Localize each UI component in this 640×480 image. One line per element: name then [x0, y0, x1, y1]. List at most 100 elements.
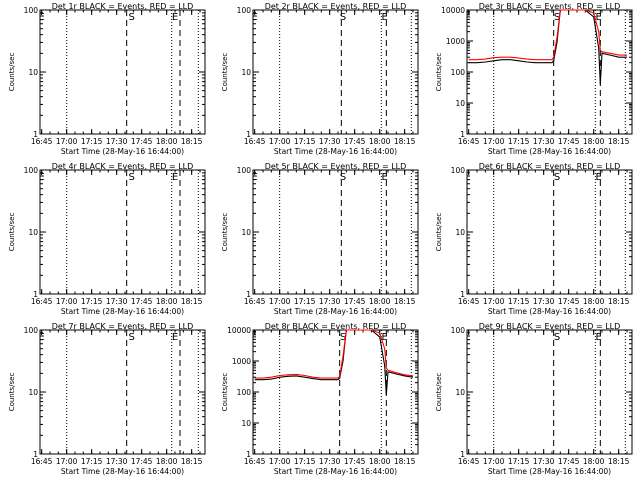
plot-frame	[466, 9, 633, 135]
marker-e: E	[172, 172, 178, 183]
x-tick-label: 17:15	[508, 137, 530, 146]
series-events	[468, 9, 627, 85]
y-tick-label: 1	[460, 290, 465, 299]
x-tick-label: 18:00	[156, 457, 178, 466]
y-tick-label: 10000	[441, 6, 465, 15]
x-tick-label: 18:15	[608, 137, 630, 146]
y-tick-label: 100	[237, 6, 252, 15]
y-tick-label: 100	[237, 166, 252, 175]
x-tick-label: 16:45	[31, 137, 53, 146]
x-tick-label: 18:00	[583, 137, 605, 146]
marker-e: E	[172, 12, 178, 23]
x-tick-label: 17:30	[319, 297, 341, 306]
y-tick-label: 10	[455, 99, 465, 108]
x-tick-label: 18:00	[583, 457, 605, 466]
y-tick-label: 10	[241, 419, 251, 428]
panel-title: Det 2r BLACK = Events, RED = LLD	[265, 2, 407, 11]
marker-s: S	[554, 332, 560, 343]
y-tick-label: 100	[451, 326, 466, 335]
marker-s: S	[554, 172, 560, 183]
x-tick-label: 17:30	[106, 137, 128, 146]
y-tick-label: 100	[24, 166, 39, 175]
chart-panel-6: Det 6r BLACK = Events, RED = LLD 1 10 100 Co…	[435, 162, 633, 316]
panel-title: Det 7r BLACK = Events, RED = LLD	[52, 322, 194, 331]
x-tick-label: 17:00	[56, 137, 78, 146]
x-tick-label: 17:30	[533, 457, 555, 466]
y-tick-label: 10	[455, 228, 465, 237]
series-lld	[468, 9, 627, 61]
x-tick-label: 17:30	[319, 137, 341, 146]
marker-s: S	[340, 332, 346, 343]
panel-title: Det 9r BLACK = Events, RED = LLD	[479, 322, 621, 331]
y-tick-label: 100	[24, 326, 39, 335]
x-tick-label: 18:15	[394, 297, 416, 306]
panel-title: Det 6r BLACK = Events, RED = LLD	[479, 162, 621, 171]
x-tick-label: 17:00	[483, 297, 505, 306]
x-tick-label: 17:45	[131, 457, 153, 466]
x-tick-label: 17:00	[483, 457, 505, 466]
y-axis-label: Counts/sec	[221, 373, 229, 412]
y-tick-label: 1	[246, 290, 251, 299]
x-tick-label: 18:00	[156, 137, 178, 146]
y-axis-label: Counts/sec	[8, 213, 16, 252]
chart-panel-2: Det 2r BLACK = Events, RED = LLD 1 10 100 Co…	[221, 2, 419, 156]
x-tick-label: 16:45	[244, 137, 266, 146]
y-tick-label: 10000	[227, 326, 251, 335]
x-tick-label: 16:45	[458, 297, 480, 306]
y-axis-label: Counts/sec	[435, 373, 443, 412]
y-axis-label: Counts/sec	[221, 53, 229, 92]
marker-s: S	[340, 172, 346, 183]
y-axis-label: Counts/sec	[8, 373, 16, 412]
x-tick-label: 17:45	[558, 137, 580, 146]
y-tick-label: 10	[241, 228, 251, 237]
x-axis-label: Start Time (28-May-16 16:44:00)	[274, 467, 397, 476]
x-tick-label: 18:15	[181, 457, 203, 466]
panel-title: Det 8r BLACK = Events, RED = LLD	[265, 322, 407, 331]
x-tick-label: 17:00	[56, 297, 78, 306]
plot-frame	[466, 329, 633, 455]
y-tick-label: 100	[24, 6, 39, 15]
x-tick-label: 16:45	[458, 137, 480, 146]
marker-e: E	[39, 172, 45, 183]
x-tick-label: 17:00	[483, 137, 505, 146]
chart-panel-7: Det 7r BLACK = Events, RED = LLD 1 10 100 Co…	[8, 322, 206, 476]
y-axis-label: Counts/sec	[8, 53, 16, 92]
y-tick-label: 100	[451, 166, 466, 175]
x-tick-label: 18:15	[394, 457, 416, 466]
x-tick-label: 16:45	[458, 457, 480, 466]
x-tick-label: 18:00	[369, 297, 391, 306]
y-tick-label: 1	[33, 130, 38, 139]
x-tick-label: 17:30	[106, 297, 128, 306]
marker-e: E	[596, 172, 602, 183]
y-tick-label: 10	[28, 388, 38, 397]
x-tick-label: 17:00	[269, 137, 291, 146]
marker-e: E	[382, 332, 388, 343]
chart-panel-9: Det 9r BLACK = Events, RED = LLD 1 10 100 Co…	[435, 322, 633, 476]
x-tick-label: 18:15	[608, 457, 630, 466]
x-axis-label: Start Time (28-May-16 16:44:00)	[61, 307, 184, 316]
plot-frame	[466, 169, 633, 295]
x-tick-label: 17:15	[294, 297, 316, 306]
chart-panel-1: Det 1r BLACK = Events, RED = LLD 1 10 100 Co…	[8, 2, 206, 156]
x-tick-label: 17:30	[533, 297, 555, 306]
x-axis-label: Start Time (28-May-16 16:44:00)	[488, 307, 611, 316]
y-tick-label: 1	[33, 450, 38, 459]
y-tick-label: 10	[455, 388, 465, 397]
marker-e: E	[252, 172, 258, 183]
series-lld	[254, 329, 414, 379]
marker-e: E	[252, 12, 258, 23]
x-tick-label: 17:30	[319, 457, 341, 466]
chart-panel-3: Det 3r BLACK = Events, RED = LLD 1 10 100 10…	[435, 2, 633, 156]
x-tick-label: 17:15	[81, 457, 103, 466]
plot-frame	[252, 329, 419, 455]
x-tick-label: 18:00	[583, 297, 605, 306]
panel-title: Det 4r BLACK = Events, RED = LLD	[52, 162, 194, 171]
y-axis-label: Counts/sec	[435, 53, 443, 92]
x-tick-label: 16:45	[244, 297, 266, 306]
marker-s: S	[128, 172, 134, 183]
series-events	[254, 329, 414, 396]
y-tick-label: 1	[460, 130, 465, 139]
y-tick-label: 1	[460, 450, 465, 459]
marker-e: E	[596, 332, 602, 343]
